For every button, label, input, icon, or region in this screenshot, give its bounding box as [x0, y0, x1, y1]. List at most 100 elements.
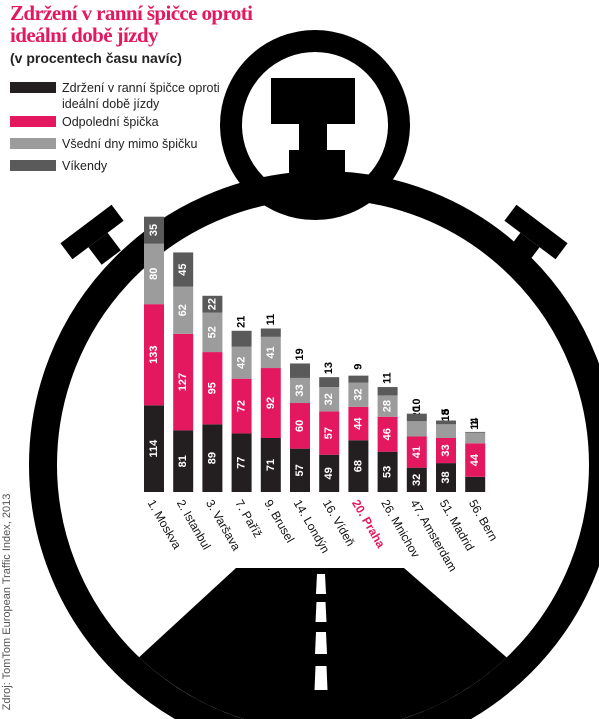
data-label-weekend: 21 [236, 316, 248, 328]
bar-segment-weekday [260, 336, 281, 369]
data-label-afternoon: 133 [148, 346, 160, 364]
bar-segment-morning [260, 438, 281, 492]
legend-item-weekend: Víkendy [10, 158, 240, 180]
data-label-morning: 114 [148, 439, 160, 458]
bar-segment-weekend [348, 375, 369, 383]
bar-segment-afternoon [231, 378, 252, 434]
legend-swatch-weekday [10, 138, 56, 149]
bar-segment-morning [319, 454, 340, 492]
data-label-afternoon: 127 [177, 373, 189, 391]
data-label-morning: 57 [294, 464, 306, 476]
data-label-afternoon: 46 [382, 428, 394, 440]
data-label-afternoon: 44 [469, 453, 481, 466]
data-label-weekend: 1 [469, 420, 481, 426]
bar-segment-weekend [144, 216, 164, 244]
bar-segment-weekday [173, 286, 194, 334]
data-label-afternoon: 33 [440, 444, 452, 456]
bar-segment-afternoon [144, 304, 164, 406]
source-note: Zdroj: TomTom European Traffic Index, 20… [1, 493, 13, 711]
road-lane-mark [315, 602, 327, 622]
data-label-afternoon: 72 [236, 400, 248, 412]
data-label-morning: 32 [411, 474, 423, 486]
bar-segment-weekend [231, 330, 252, 347]
data-label-weekday: 52 [206, 326, 218, 338]
bar-segment-morning [290, 448, 310, 492]
data-label-morning: 49 [323, 467, 335, 479]
data-label-morning: 53 [382, 466, 394, 478]
bar-segment-weekend [377, 387, 398, 396]
bar-segment-morning [144, 405, 164, 492]
data-label-weekday: 32 [352, 389, 364, 401]
bar-segment-afternoon [436, 438, 456, 464]
title-block: Zdržení v ranní špičce oproti ideální do… [10, 1, 253, 67]
data-label-weekend: 13 [323, 362, 335, 374]
bar-segment-morning [173, 430, 194, 492]
bar-segment-afternoon [173, 333, 194, 431]
legend-swatch-afternoon [10, 116, 56, 127]
data-label-afternoon: 60 [294, 420, 306, 432]
legend-item-morning: Zdržení v ranní špičce oproti ideální do… [10, 80, 240, 114]
legend-label-weekend: Víkendy [62, 159, 108, 173]
legend-swatch-weekend [10, 160, 56, 171]
stopwatch-right-button [504, 204, 568, 265]
data-label-weekday: 32 [323, 393, 335, 405]
bar-segment-morning [348, 440, 369, 492]
bar-segment-weekend [202, 295, 223, 313]
bar-segment-weekday [144, 243, 164, 305]
legend-label-weekday: Všední dny mimo špičku [62, 137, 198, 151]
data-label-weekend: 35 [148, 224, 160, 236]
data-label-morning: 89 [206, 452, 218, 464]
bar-segment-afternoon [202, 352, 223, 425]
data-label-weekday: 18 [440, 409, 452, 421]
bar-segment-afternoon [465, 443, 486, 477]
data-label-weekend: 11 [265, 314, 277, 326]
data-label-afternoon: 57 [323, 427, 335, 439]
bar-segment-weekday [436, 424, 456, 439]
bar-segment-morning [406, 467, 427, 492]
data-label-weekday: 14 [469, 417, 481, 430]
chart-title-line-2: ideální době jízdy [10, 23, 158, 47]
bar-segment-weekend [319, 377, 340, 388]
bar-segment-weekend [406, 413, 427, 422]
bar-segment-weekday [377, 395, 398, 417]
chart-title-line-1: Zdržení v ranní špičce oproti [10, 1, 253, 25]
data-label-morning: 81 [177, 455, 189, 467]
data-label-weekday: 62 [177, 304, 189, 316]
data-label-weekend: 10 [411, 399, 423, 411]
data-label-weekday: 33 [294, 384, 306, 396]
data-label-afternoon: 92 [265, 397, 277, 409]
stopwatch-left-button [60, 204, 124, 265]
legend-item-afternoon: Odpolední špička [10, 114, 240, 136]
legend-swatch-morning [10, 82, 56, 93]
road-lane-mark [314, 666, 328, 690]
data-label-weekend: 22 [206, 298, 218, 310]
bar-segment-morning [377, 451, 398, 492]
bar-segment-afternoon [348, 406, 369, 441]
bar-segment-weekday [348, 382, 369, 407]
bar-segment-afternoon [290, 403, 310, 449]
data-label-weekday: 80 [148, 268, 160, 280]
data-label-afternoon: 41 [411, 446, 423, 458]
data-label-weekend: 19 [294, 348, 306, 360]
bar-segment-weekend [465, 431, 486, 433]
bar-segment-weekday [290, 377, 310, 404]
data-label-afternoon: 44 [352, 417, 364, 430]
data-label-weekday: 28 [382, 400, 394, 412]
data-label-weekday: 41 [265, 346, 277, 358]
bar-segment-weekend [260, 328, 281, 337]
legend-item-weekday: Všední dny mimo špičku [10, 136, 240, 158]
legend-label-afternoon: Odpolední špička [62, 115, 159, 129]
legend-label-morning: Zdržení v ranní špičce oproti ideální do… [62, 81, 220, 111]
road-lane-mark [315, 632, 327, 654]
bar-segment-afternoon [260, 368, 281, 439]
bar-segment-weekend [436, 420, 456, 425]
road [60, 568, 589, 719]
bar-segment-morning [202, 424, 223, 492]
bar-segment-weekend [290, 363, 310, 378]
chart-subtitle: (v procentech času navíc) [10, 50, 182, 66]
data-label-morning: 68 [352, 460, 364, 472]
bar-segment-afternoon [319, 411, 340, 455]
data-label-morning: 77 [236, 457, 248, 469]
data-label-morning: 71 [265, 459, 277, 471]
